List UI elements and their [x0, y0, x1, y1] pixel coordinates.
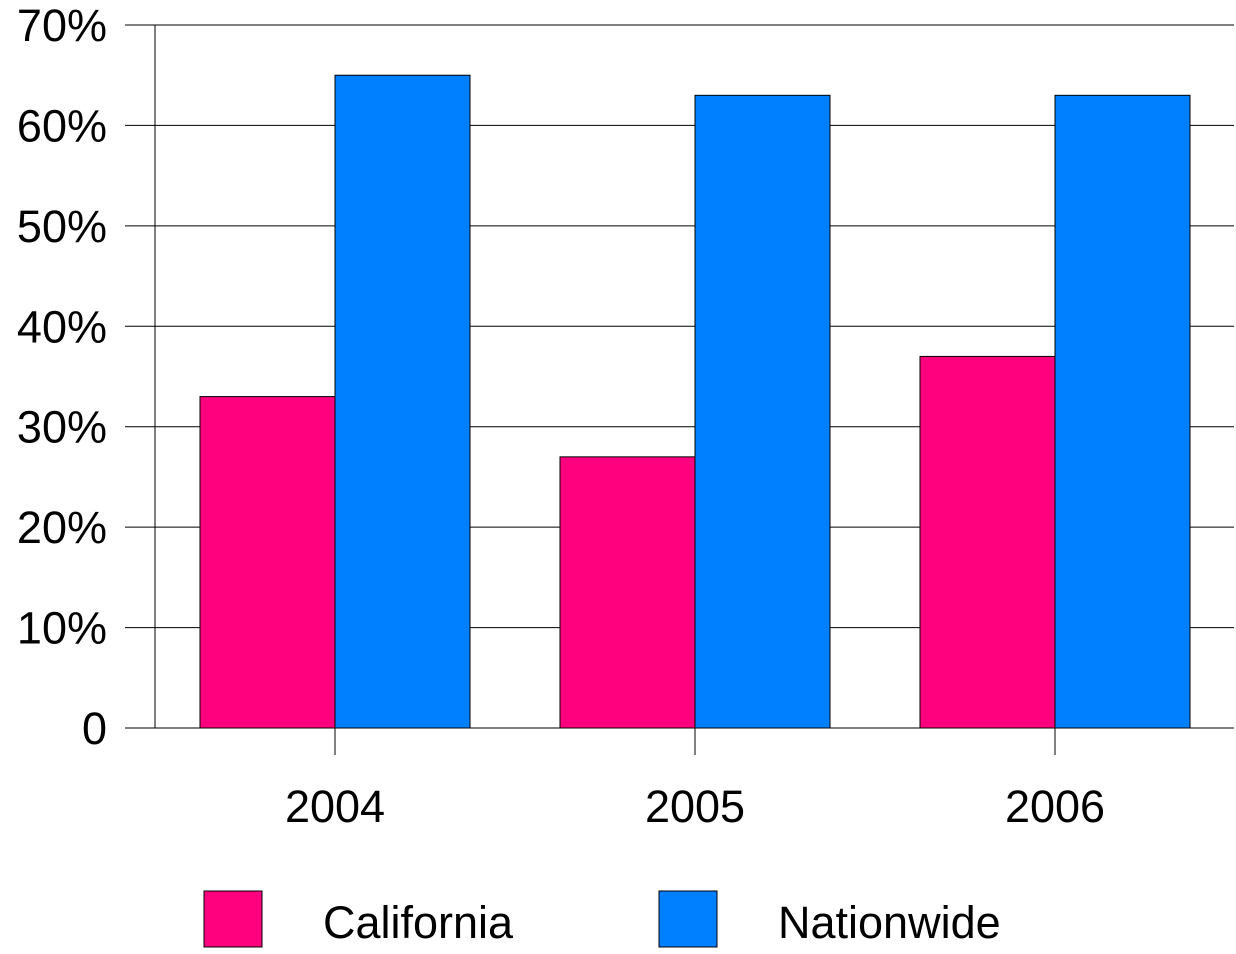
bar-california-2006: [919, 355, 1056, 729]
y-tick-label: 0: [82, 703, 107, 754]
legend: California Nationwide: [203, 890, 1001, 948]
axes: [154, 25, 1056, 755]
bar-nationwide-2004: [334, 74, 471, 729]
x-tick-label: 2006: [1005, 781, 1105, 832]
legend-swatch-nationwide: [658, 890, 718, 948]
y-tick-label: 40%: [17, 301, 107, 352]
y-tick-label: 20%: [17, 502, 107, 553]
y-tick-label: 30%: [17, 402, 107, 453]
legend-swatch-california: [203, 890, 263, 948]
bars: [199, 74, 1191, 729]
x-tick-label: 2005: [645, 781, 745, 832]
y-tick-label: 60%: [17, 100, 107, 151]
legend-label-california: California: [323, 897, 514, 948]
x-tick-label: 2004: [285, 781, 385, 832]
y-tick-label: 50%: [17, 201, 107, 252]
bar-california-2004: [199, 396, 336, 729]
bar-nationwide-2006: [1054, 94, 1191, 729]
bar-nationwide-2005: [694, 94, 831, 729]
legend-label-nationwide: Nationwide: [778, 897, 1001, 948]
y-tick-label: 70%: [17, 0, 107, 51]
tick-labels: 0 10% 20% 30% 40% 50% 60% 70% 2004 2005 2006: [17, 0, 1105, 832]
y-tick-label: 10%: [17, 603, 107, 654]
bar-california-2005: [559, 456, 696, 729]
